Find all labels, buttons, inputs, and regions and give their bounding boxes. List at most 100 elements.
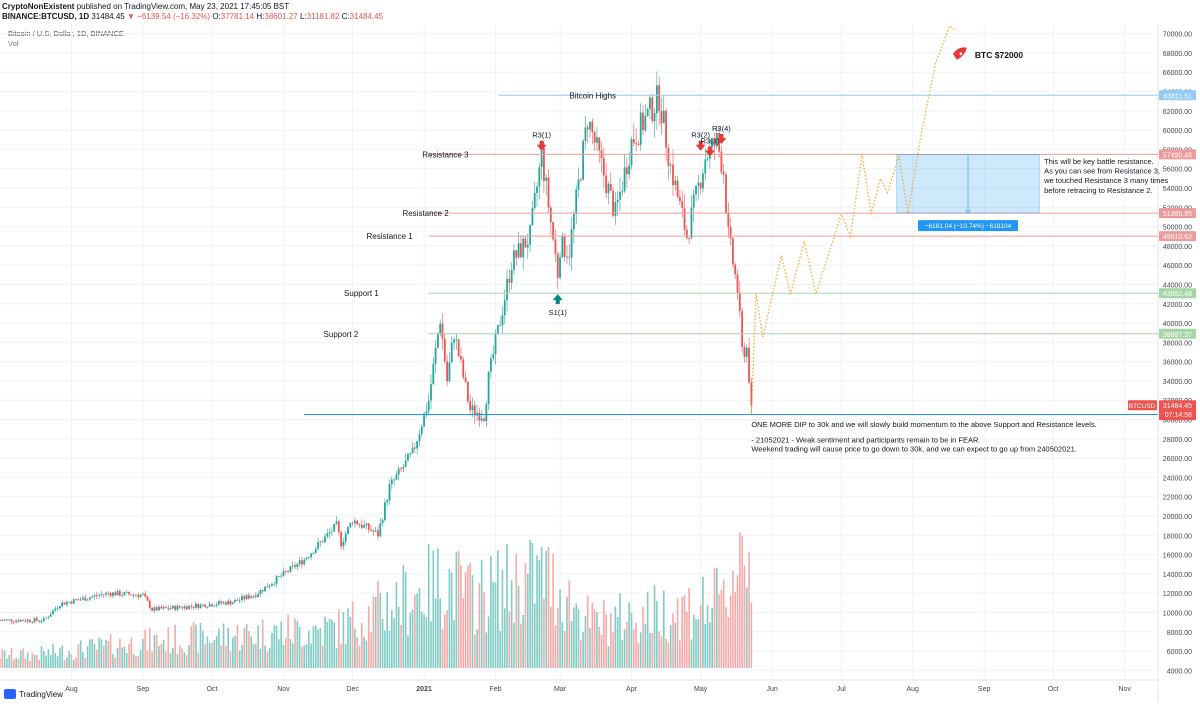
candle-body bbox=[93, 595, 96, 597]
candle-body bbox=[732, 238, 734, 265]
price-tick-label: 6000.00 bbox=[1167, 649, 1192, 656]
candle-body bbox=[1, 620, 4, 622]
volume-bar bbox=[271, 633, 273, 668]
footer-brand[interactable]: TradingView bbox=[19, 689, 64, 699]
volume-bar bbox=[589, 628, 591, 668]
volume-bar bbox=[711, 608, 713, 668]
candle-body bbox=[427, 400, 430, 412]
volume-bar bbox=[225, 645, 227, 668]
candle-body bbox=[307, 557, 310, 559]
volume-bar bbox=[444, 614, 446, 668]
candle-body bbox=[229, 600, 232, 605]
volume-bar bbox=[1, 649, 4, 668]
volume-bar bbox=[284, 638, 287, 668]
volume-bar bbox=[59, 648, 61, 668]
candle-body bbox=[674, 180, 677, 186]
candle-body bbox=[411, 447, 414, 453]
candle-body bbox=[275, 576, 278, 584]
symbol-label: BINANCE:BTCUSD, 1D bbox=[2, 12, 90, 21]
volume-bar bbox=[40, 646, 43, 668]
candle-body bbox=[612, 190, 614, 216]
candle-body bbox=[351, 522, 354, 524]
candle-body bbox=[98, 595, 101, 597]
volume-bar bbox=[8, 654, 11, 668]
volume-bar bbox=[84, 658, 87, 668]
candle-body bbox=[485, 404, 488, 422]
volume-bar bbox=[690, 639, 693, 668]
candle-body bbox=[31, 621, 34, 623]
candle-body bbox=[609, 183, 612, 191]
candle-body bbox=[199, 604, 202, 608]
volume-bar bbox=[377, 580, 379, 668]
price-tick-label: 62000.00 bbox=[1163, 109, 1192, 116]
price-tag-bg bbox=[1159, 328, 1196, 339]
volume-bar bbox=[660, 636, 663, 668]
candle-body bbox=[626, 167, 628, 175]
candle-body bbox=[61, 602, 64, 607]
candle-body bbox=[543, 147, 545, 181]
candle-body bbox=[15, 620, 18, 622]
volume-bar bbox=[344, 644, 347, 668]
candle-body bbox=[665, 110, 667, 148]
down-arrow-icon bbox=[704, 146, 715, 157]
price-tag-bg bbox=[1159, 149, 1196, 160]
volume-bar bbox=[609, 613, 612, 668]
volume-bar bbox=[407, 635, 409, 668]
candle-body bbox=[420, 426, 423, 435]
last-price: 31484.45 bbox=[91, 12, 125, 21]
candle-body bbox=[333, 523, 336, 532]
candle-body bbox=[510, 270, 513, 283]
candle-body bbox=[324, 536, 326, 543]
candle-body bbox=[252, 595, 255, 597]
price-tick-label: 66000.00 bbox=[1163, 70, 1192, 77]
volume-bar bbox=[430, 621, 432, 668]
volume-bar bbox=[423, 614, 425, 668]
candle-body bbox=[6, 619, 8, 621]
volume-bar bbox=[63, 660, 66, 668]
candle-body bbox=[598, 137, 601, 151]
candle-body bbox=[628, 165, 631, 175]
candle-body bbox=[533, 193, 536, 209]
volume-bar bbox=[526, 573, 529, 668]
price-tick-label: 18000.00 bbox=[1163, 533, 1192, 540]
volume-bar bbox=[713, 568, 716, 668]
volume-bar bbox=[215, 636, 218, 668]
candle-body bbox=[56, 608, 59, 609]
candle-body bbox=[718, 133, 720, 152]
candle-body bbox=[635, 143, 638, 145]
volume-bar bbox=[261, 619, 264, 668]
volume-bar bbox=[497, 550, 499, 668]
publish-date: published on TradingView.com, May 23, 20… bbox=[76, 2, 290, 11]
volume-bar bbox=[697, 619, 700, 668]
volume-bar bbox=[391, 610, 393, 668]
time-tick-label: 2021 bbox=[416, 686, 432, 693]
candle-body bbox=[349, 522, 352, 528]
candle-body bbox=[52, 610, 54, 615]
candle-body bbox=[614, 202, 617, 216]
candle-body bbox=[653, 113, 656, 121]
volume-bar bbox=[125, 653, 128, 668]
volume-bar bbox=[17, 658, 20, 668]
volume-bar bbox=[29, 660, 31, 668]
marker: R3(1) bbox=[532, 131, 551, 151]
volume-bar bbox=[149, 628, 151, 668]
volume-bar bbox=[96, 649, 98, 668]
candle-body bbox=[722, 172, 725, 175]
candle-body bbox=[121, 595, 124, 596]
candle-body bbox=[259, 590, 262, 594]
volume-bar bbox=[319, 628, 322, 668]
volume-bar bbox=[508, 611, 511, 668]
candle-body bbox=[254, 595, 257, 597]
candle-body bbox=[372, 531, 375, 532]
author-name[interactable]: CryptoNonExistent bbox=[2, 2, 75, 11]
candle-body bbox=[118, 591, 121, 596]
candle-body bbox=[432, 363, 435, 385]
candle-body bbox=[298, 560, 301, 564]
volume-bar bbox=[603, 600, 605, 668]
level-label: Resistance 1 bbox=[366, 232, 413, 241]
volume-bar bbox=[176, 653, 179, 668]
candle-body bbox=[646, 108, 649, 116]
volume-bar bbox=[577, 609, 580, 668]
candle-body bbox=[45, 617, 47, 619]
